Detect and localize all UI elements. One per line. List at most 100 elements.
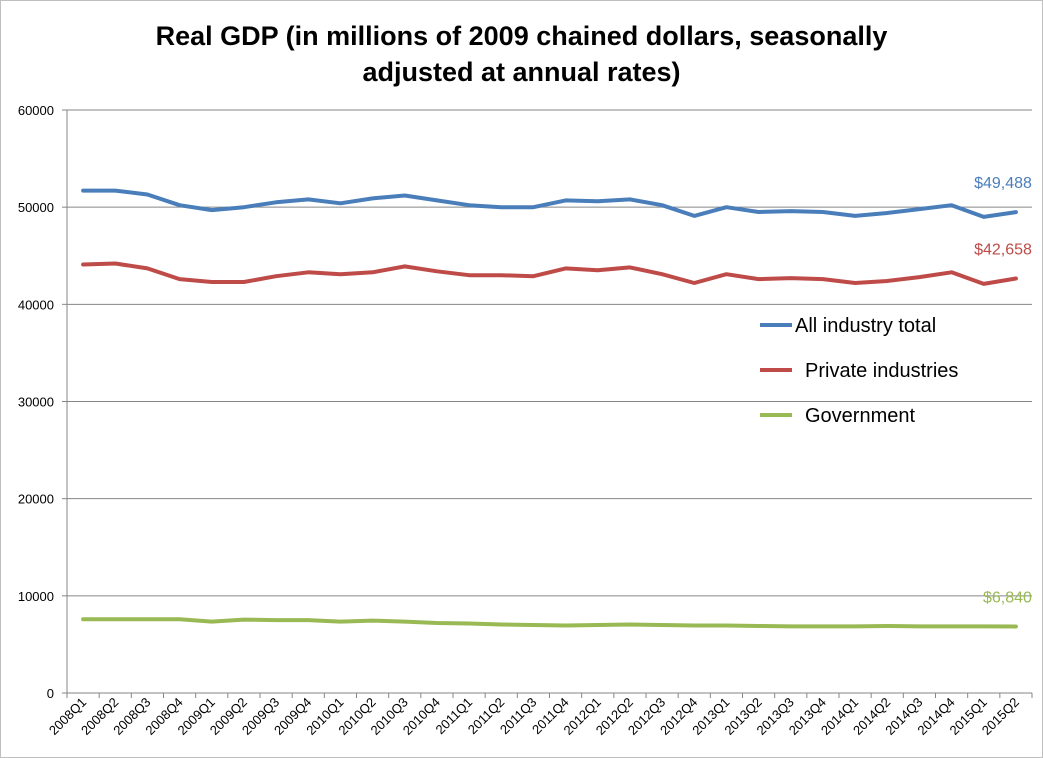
data-point: [113, 262, 117, 266]
legend-item: Private industries: [760, 360, 958, 382]
data-point: [178, 277, 182, 281]
data-point: [210, 280, 214, 284]
data-point: [757, 210, 761, 214]
data-point: [917, 624, 921, 628]
data-point: [338, 620, 342, 624]
data-point: [660, 623, 664, 627]
data-point: [274, 618, 278, 622]
legend-label: All industry total: [795, 315, 936, 337]
data-point: [596, 268, 600, 272]
data-point: [789, 276, 793, 280]
data-point: [338, 201, 342, 205]
data-point: [81, 262, 85, 266]
y-tick-label: 50000: [18, 200, 54, 215]
data-point: [821, 277, 825, 281]
data-point: [628, 197, 632, 201]
data-point: [178, 617, 182, 621]
x-axis-ticks: 2008Q12008Q22008Q32008Q42009Q12009Q22009…: [46, 695, 1022, 738]
data-point: [113, 189, 117, 193]
data-point: [81, 617, 85, 621]
data-point: [596, 199, 600, 203]
data-point: [499, 205, 503, 209]
data-point: [821, 210, 825, 214]
legend-label: Government: [805, 405, 915, 427]
data-point: [338, 272, 342, 276]
data-point: [403, 194, 407, 198]
data-point: [306, 618, 310, 622]
chart-title: Real GDP (in millions of 2009 chained do…: [0, 18, 1043, 90]
chart-title-line-2: adjusted at annual rates): [362, 57, 681, 87]
legend-label: Private industries: [805, 360, 958, 382]
data-point: [885, 624, 889, 628]
data-point: [917, 207, 921, 211]
data-point: [210, 208, 214, 212]
data-point: [467, 273, 471, 277]
data-point: [242, 618, 246, 622]
y-tick-label: 0: [47, 686, 54, 701]
data-point: [789, 209, 793, 213]
data-point: [531, 205, 535, 209]
data-point: [435, 269, 439, 273]
data-point: [853, 281, 857, 285]
data-point: [210, 620, 214, 624]
data-point: [950, 203, 954, 207]
data-point: [982, 282, 986, 286]
data-point: [1014, 625, 1018, 629]
data-point: [274, 200, 278, 204]
legend: All industry total Private industries Gove…: [760, 315, 958, 427]
data-point: [178, 203, 182, 207]
legend-item: All industry total: [760, 315, 936, 337]
y-axis-ticks: 0 10000 20000 30000 40000 50000 60000: [18, 103, 54, 701]
data-point: [435, 198, 439, 202]
data-point: [757, 624, 761, 628]
data-point: [950, 270, 954, 274]
data-point: [1014, 210, 1018, 214]
data-point: [628, 622, 632, 626]
y-tick-label: 40000: [18, 297, 54, 312]
data-point: [113, 617, 117, 621]
data-point: [306, 197, 310, 201]
data-point: [467, 203, 471, 207]
data-point: [692, 214, 696, 218]
data-point: [371, 270, 375, 274]
data-point: [724, 205, 728, 209]
data-point: [531, 274, 535, 278]
data-point: [564, 198, 568, 202]
data-point: [950, 624, 954, 628]
chart-title-line-1: Real GDP (in millions of 2009 chained do…: [155, 21, 888, 51]
data-point: [242, 205, 246, 209]
end-value-label: $6,840: [983, 590, 1032, 607]
y-tick-label: 30000: [18, 395, 54, 410]
data-point: [145, 617, 149, 621]
data-point: [660, 203, 664, 207]
data-point: [853, 214, 857, 218]
data-point: [306, 270, 310, 274]
data-point: [724, 623, 728, 627]
data-point: [757, 277, 761, 281]
data-point: [403, 620, 407, 624]
data-point: [982, 215, 986, 219]
y-tick-label: 20000: [18, 492, 54, 507]
data-point: [371, 196, 375, 200]
data-point: [467, 622, 471, 626]
data-point: [242, 280, 246, 284]
data-point: [403, 264, 407, 268]
data-point: [564, 623, 568, 627]
legend-item: Government: [760, 405, 915, 427]
data-point: [885, 279, 889, 283]
series-lines: [81, 188, 1018, 629]
series-line-private-industries: [81, 261, 1018, 286]
data-point: [596, 623, 600, 627]
data-point: [145, 193, 149, 197]
series-line-all-industry-total: [81, 188, 1018, 219]
data-point: [628, 265, 632, 269]
data-point: [885, 211, 889, 215]
data-point: [499, 622, 503, 626]
gridlines: [67, 109, 1032, 597]
data-point: [564, 266, 568, 270]
data-point: [81, 189, 85, 193]
data-point: [724, 272, 728, 276]
data-point: [145, 266, 149, 270]
